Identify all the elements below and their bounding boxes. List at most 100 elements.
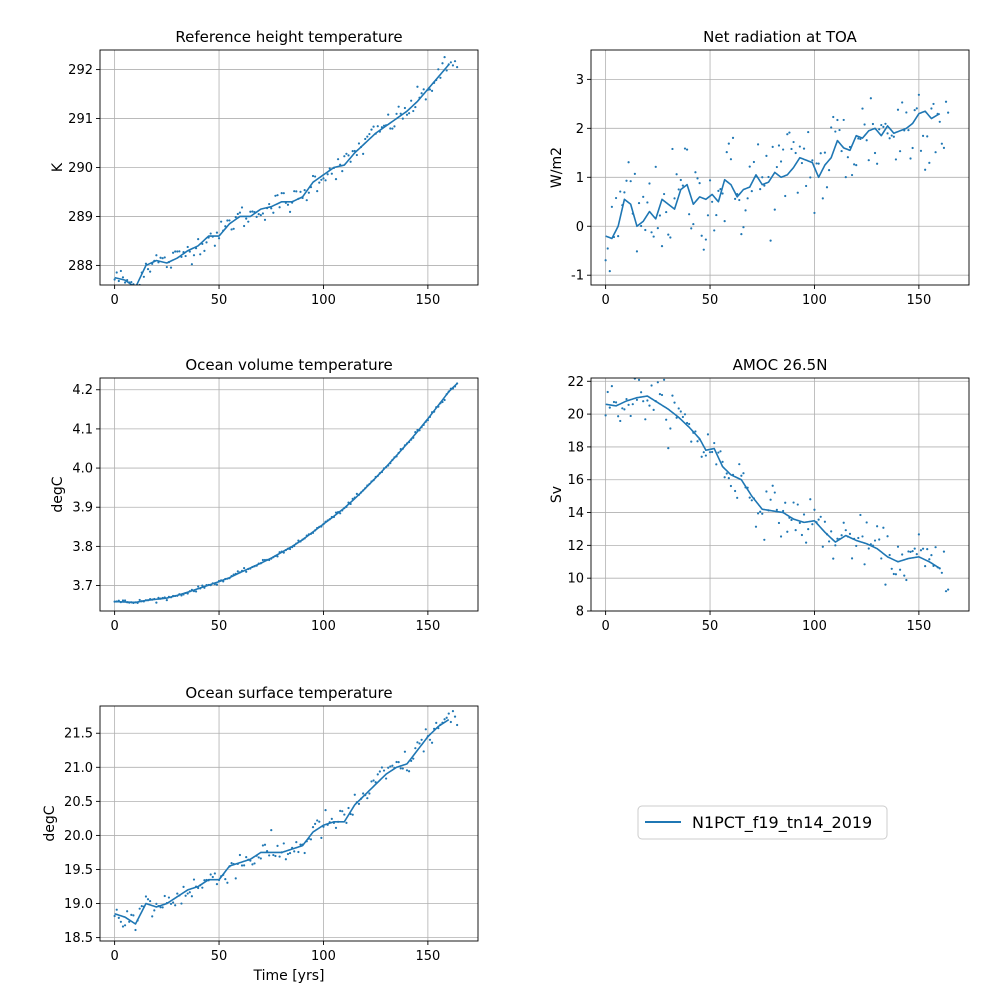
scatter-point <box>121 276 125 279</box>
y-axis-label: W/m2 <box>549 147 565 188</box>
scatter-point <box>790 147 793 151</box>
scatter-point <box>190 263 193 266</box>
legend: N1PCT_f19_tn14_2019 <box>637 805 888 840</box>
scatter-point <box>942 550 946 553</box>
scatter-point <box>821 197 824 200</box>
x-tick-label: 150 <box>906 293 931 308</box>
subplot-title: AMOC 26.5N <box>733 356 828 374</box>
scatter-point <box>777 144 781 147</box>
y-tick-label: 292 <box>68 63 93 78</box>
scatter-point <box>299 190 302 193</box>
scatter-point <box>865 521 868 524</box>
scatter-point <box>940 142 943 145</box>
scatter-point <box>665 210 668 214</box>
y-axis-label: degC <box>42 805 58 841</box>
scatter-point <box>807 528 810 531</box>
scatter-point <box>422 88 425 91</box>
scatter-point <box>240 864 244 867</box>
scatter-point <box>259 214 262 217</box>
scatter-point <box>683 413 687 416</box>
scatter-point <box>844 529 847 532</box>
scatter-point <box>876 162 879 165</box>
scatter-point <box>330 817 333 821</box>
scatter-point <box>245 856 248 859</box>
scatter-point <box>867 547 870 550</box>
scatter-point <box>316 819 319 822</box>
scatter-point <box>665 418 668 421</box>
y-axis-label: degC <box>50 476 66 512</box>
scatter-point <box>742 472 745 475</box>
scatter-point <box>894 573 898 576</box>
scatter-point <box>357 802 361 805</box>
scatter-point <box>341 170 344 173</box>
scatter-point <box>740 233 743 236</box>
scatter-point <box>700 234 703 237</box>
scatter-point <box>673 197 676 200</box>
scatter-point <box>295 841 298 844</box>
scatter-point <box>853 163 856 166</box>
scatter-point <box>675 173 678 176</box>
scatter-point <box>249 210 252 213</box>
scatter-point <box>702 248 705 251</box>
scatter-point <box>625 397 628 401</box>
scatter-point <box>921 134 925 137</box>
scatter-point <box>282 842 285 845</box>
scatter-point <box>449 720 452 724</box>
scatter-point <box>880 123 883 127</box>
scatter-point <box>119 920 122 923</box>
y-tick-label: 4.0 <box>72 462 93 477</box>
scatter-point <box>251 210 254 213</box>
scatter-point <box>251 863 254 866</box>
scatter-point <box>311 174 315 178</box>
scatter-point <box>176 250 179 253</box>
scatter-point <box>898 150 902 153</box>
scatter-point <box>123 924 127 927</box>
scatter-point <box>917 533 920 536</box>
scatter-point <box>794 151 797 155</box>
scatter-point <box>134 298 136 300</box>
scatter-point <box>796 191 799 194</box>
scatter-point <box>621 407 624 410</box>
scatter-point <box>786 530 789 533</box>
scatter-point <box>790 518 793 522</box>
scatter-point <box>688 213 691 216</box>
scatter-point <box>230 862 233 865</box>
scatter-point <box>117 279 120 283</box>
scatter-point <box>763 538 766 541</box>
scatter-point <box>752 160 756 164</box>
scatter-point <box>161 257 164 260</box>
scatter-point <box>662 192 666 196</box>
scatter-point <box>288 210 292 213</box>
scatter-point <box>334 178 338 181</box>
scatter-point <box>278 206 281 209</box>
y-tick-label: 3.8 <box>72 540 93 555</box>
scatter-point <box>825 186 829 189</box>
scatter-point <box>775 165 778 169</box>
y-tick-label: 16 <box>567 473 584 488</box>
scatter-point <box>859 513 862 517</box>
scatter-point <box>355 153 358 157</box>
scatter-point <box>341 810 344 813</box>
scatter-point <box>387 766 390 769</box>
scatter-point <box>403 750 407 753</box>
scatter-point <box>765 154 768 157</box>
scatter-point <box>704 238 707 241</box>
scatter-point <box>773 208 776 211</box>
scatter-point <box>130 913 133 916</box>
scatter-point <box>656 381 659 384</box>
scatter-point <box>113 914 116 918</box>
scatter-point <box>865 139 868 142</box>
scatter-point <box>736 496 739 499</box>
scatter-point <box>368 132 371 136</box>
scatter-point <box>771 484 774 487</box>
series-line <box>605 110 941 240</box>
scatter-point <box>113 278 116 281</box>
scatter-point <box>817 162 820 165</box>
scatter-point <box>763 184 766 187</box>
x-tick-label: 100 <box>311 293 336 308</box>
scatter-point <box>184 254 187 258</box>
scatter-point <box>706 214 710 217</box>
scatter-point <box>274 854 277 858</box>
scatter-point <box>850 557 854 560</box>
scatter-point <box>640 224 643 228</box>
